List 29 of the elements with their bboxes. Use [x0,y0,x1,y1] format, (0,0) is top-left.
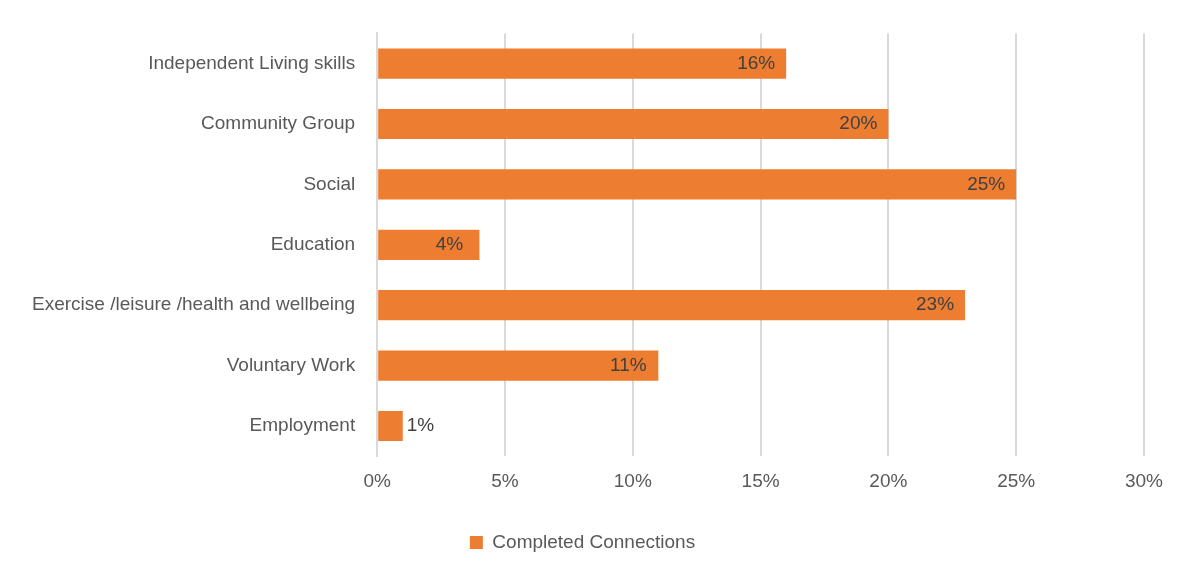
bar [378,108,889,140]
data-label: 16% [737,51,776,73]
data-label: 1% [406,414,435,436]
y-tick-label: Employment [249,414,356,436]
bar [378,410,403,442]
x-tick-label: 0% [363,469,392,491]
y-tick-label: Community Group [201,112,356,134]
y-tick-label: Voluntary Work [226,353,356,375]
x-tick-label: 15% [741,469,780,491]
x-tick-label: 30% [1124,469,1164,491]
y-tick-label: Social [303,172,356,194]
x-tick-label: 10% [613,469,652,491]
data-label: 4% [435,233,464,255]
data-label: 25% [967,172,1006,194]
y-tick-label: Education [270,233,356,255]
x-tick-label: 20% [869,469,908,491]
bar [378,290,966,321]
bar [378,48,787,79]
data-label: 11% [610,353,647,375]
bar [378,350,659,381]
data-label: 23% [916,293,955,315]
data-label: 20% [839,112,878,134]
y-tick-label: Independent Living skills [148,51,356,73]
legend-label: Completed Connections [492,530,696,552]
x-tick-label: 25% [997,469,1036,491]
x-tick-label: 5% [491,469,519,491]
y-tick-label: Exercise /leisure /health and wellbeing [32,293,356,315]
bar [378,169,1017,200]
bar [378,229,480,260]
